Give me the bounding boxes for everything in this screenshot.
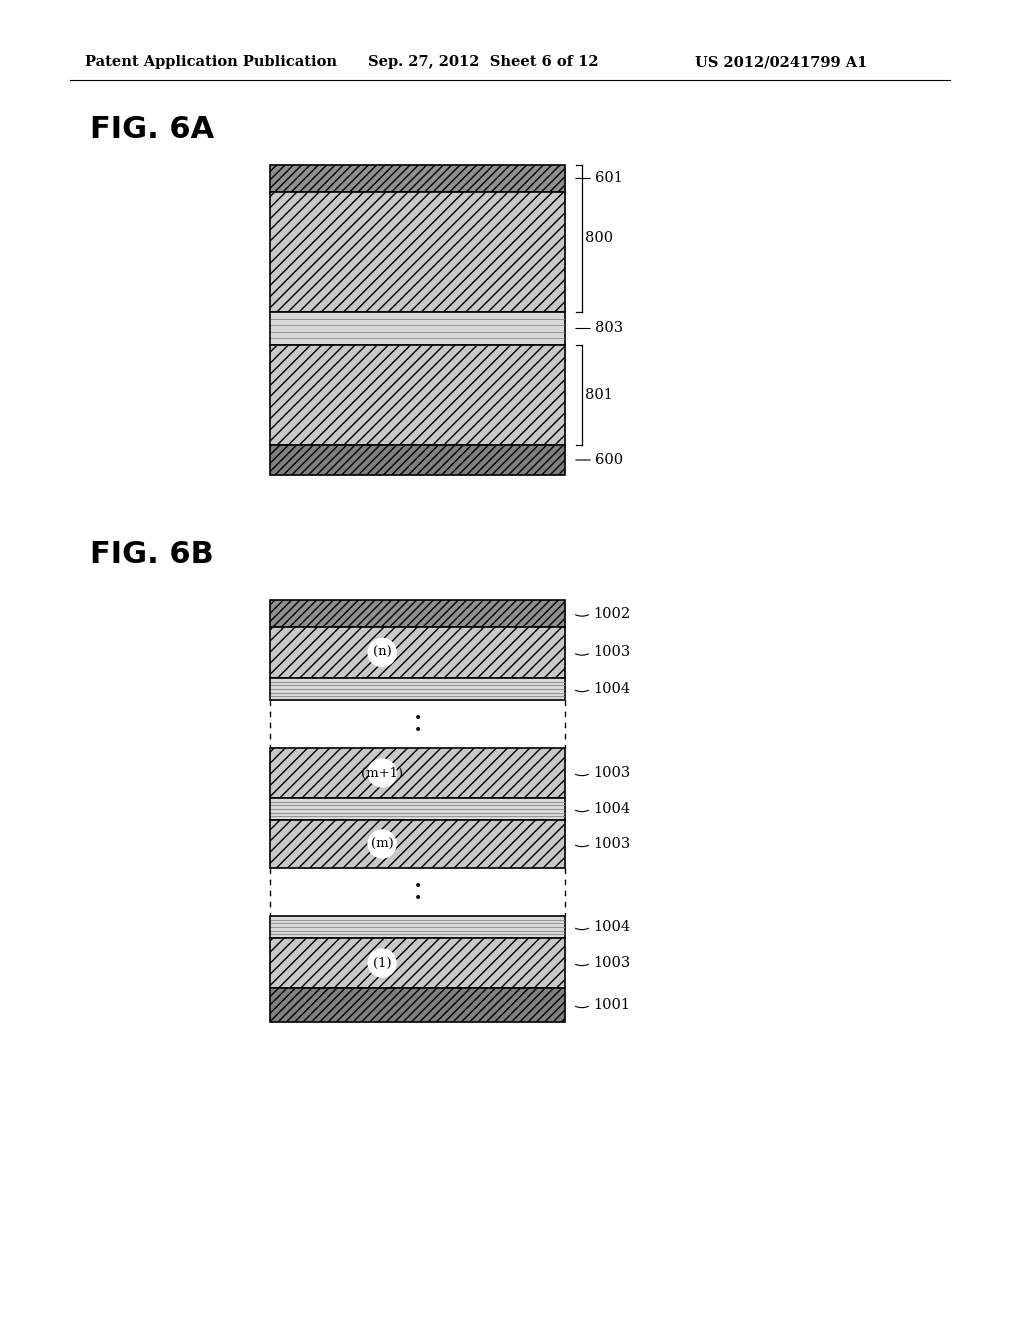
Text: 601: 601 (595, 172, 623, 186)
Text: 1003: 1003 (593, 766, 630, 780)
Bar (270, 445, 565, 475)
Bar (270, 627, 565, 678)
Text: 1001: 1001 (593, 998, 630, 1012)
Bar (270, 916, 565, 939)
Bar (270, 799, 565, 820)
Text: 1003: 1003 (593, 645, 630, 660)
Text: 1004: 1004 (593, 803, 630, 816)
Text: Sep. 27, 2012  Sheet 6 of 12: Sep. 27, 2012 Sheet 6 of 12 (368, 55, 599, 69)
Text: (1): (1) (373, 957, 391, 969)
Text: 1002: 1002 (593, 606, 630, 620)
Text: FIG. 6B: FIG. 6B (90, 540, 214, 569)
Text: (m+1): (m+1) (361, 767, 403, 780)
Text: (n): (n) (373, 645, 391, 659)
Bar (270, 165, 565, 191)
Circle shape (368, 759, 396, 787)
Text: US 2012/0241799 A1: US 2012/0241799 A1 (695, 55, 867, 69)
Text: •: • (414, 879, 422, 894)
Text: 801: 801 (585, 388, 613, 403)
Bar (270, 678, 565, 700)
Text: 1003: 1003 (593, 837, 630, 851)
Bar (270, 987, 565, 1022)
Text: 803: 803 (595, 322, 624, 335)
Text: •: • (414, 891, 422, 906)
Bar (270, 312, 565, 345)
Text: (m): (m) (371, 837, 393, 850)
Circle shape (368, 949, 396, 977)
Bar (270, 191, 565, 312)
Text: 1004: 1004 (593, 682, 630, 696)
Text: Patent Application Publication: Patent Application Publication (85, 55, 337, 69)
Text: 600: 600 (595, 453, 624, 467)
Text: 1004: 1004 (593, 920, 630, 935)
Bar (270, 748, 565, 799)
Circle shape (368, 639, 396, 667)
Text: 1003: 1003 (593, 956, 630, 970)
Text: 800: 800 (585, 231, 613, 246)
Text: FIG. 6A: FIG. 6A (90, 115, 214, 144)
Bar (270, 601, 565, 627)
Bar (270, 939, 565, 987)
Text: •: • (414, 711, 422, 725)
Circle shape (368, 830, 396, 858)
Text: •: • (414, 723, 422, 737)
Bar (270, 820, 565, 869)
Bar (270, 345, 565, 445)
